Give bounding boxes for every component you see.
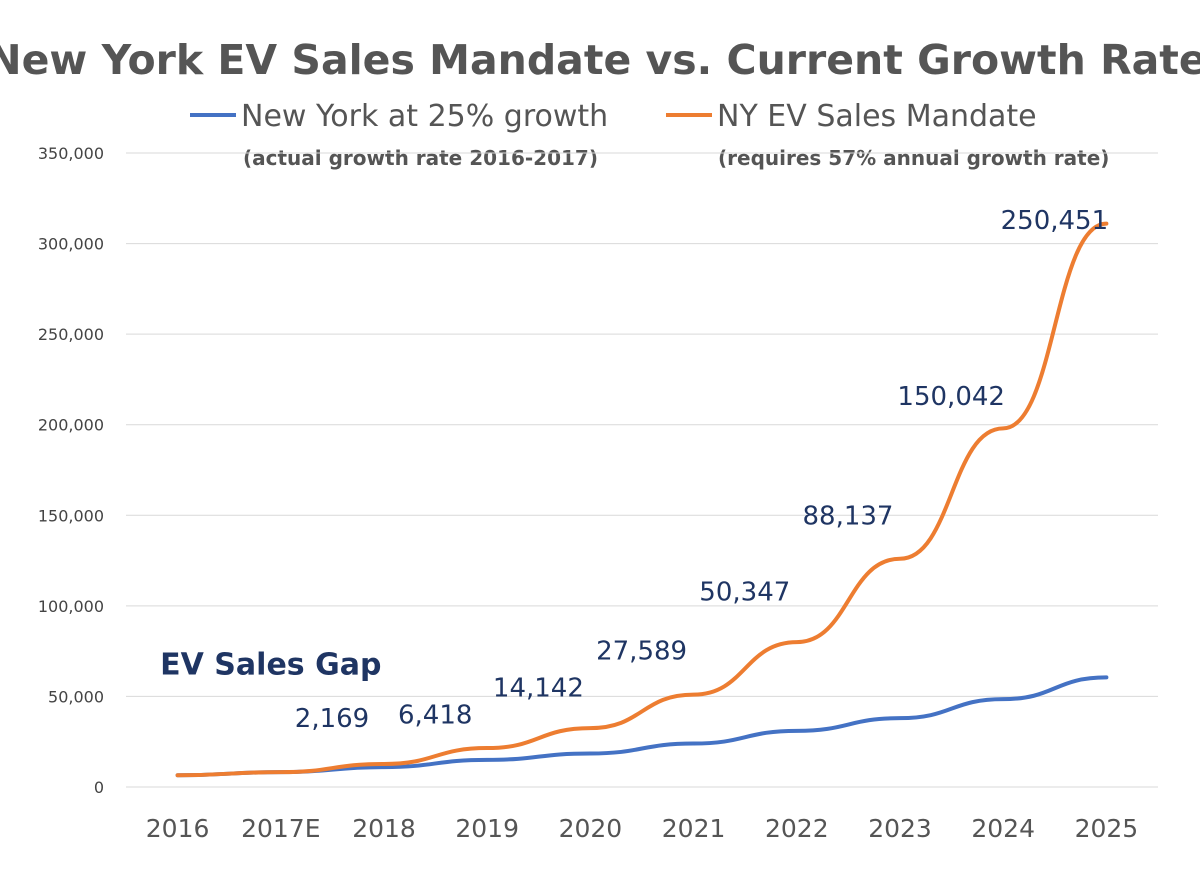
- x-tick-label: 2020: [559, 814, 623, 843]
- x-tick-label: 2019: [455, 814, 519, 843]
- chart-title: New York EV Sales Mandate vs. Current Gr…: [0, 36, 1200, 84]
- y-tick-label: 100,000: [38, 597, 104, 616]
- y-tick-label: 300,000: [38, 235, 104, 254]
- data-label: 14,142: [493, 673, 584, 703]
- grid-layer: [126, 152, 1158, 788]
- legend: New York at 25% growth (actual growth ra…: [190, 99, 1109, 170]
- y-tick-label: 50,000: [48, 687, 104, 706]
- data-label: 88,137: [803, 501, 894, 531]
- y-axis-ticks: 0 50,000 100,000 150,000 200,000 250,000 300,0…: [38, 144, 104, 797]
- legend-sublabel-ny-25-growth: (actual growth rate 2016-2017): [243, 146, 598, 170]
- data-label: 6,418: [398, 701, 472, 731]
- x-axis-ticks: 2016 2017E 2018 2019 2020 2021 2022 2023 2024 202…: [146, 814, 1138, 843]
- y-tick-label: 150,000: [38, 506, 104, 525]
- data-label: 250,451: [1001, 206, 1109, 236]
- series-layer: [175, 221, 1109, 778]
- legend-label-ny-mandate: NY EV Sales Mandate: [717, 99, 1037, 134]
- legend-label-ny-25-growth: New York at 25% growth: [241, 99, 608, 134]
- x-tick-label: 2016: [146, 814, 210, 843]
- annotation-ev-sales-gap: EV Sales Gap: [160, 648, 381, 683]
- data-label: 27,589: [596, 636, 687, 666]
- x-tick-label: 2024: [971, 814, 1035, 843]
- x-tick-label: 2022: [765, 814, 829, 843]
- x-tick-label: 2023: [868, 814, 932, 843]
- data-labels: 2,169 6,418 14,142 27,589 50,347 88,137 150,04…: [295, 206, 1108, 734]
- annotations: EV Sales Gap: [160, 648, 381, 683]
- x-tick-label: 2017E: [241, 814, 320, 843]
- data-label: 150,042: [897, 382, 1005, 412]
- x-tick-label: 2018: [352, 814, 416, 843]
- legend-sublabel-ny-mandate: (requires 57% annual growth rate): [718, 146, 1109, 170]
- x-tick-label: 2021: [662, 814, 726, 843]
- y-tick-label: 200,000: [38, 416, 104, 435]
- y-tick-label: 0: [94, 778, 104, 797]
- x-tick-label: 2025: [1075, 814, 1139, 843]
- data-label: 2,169: [295, 704, 369, 734]
- y-tick-label: 250,000: [38, 325, 104, 344]
- y-tick-label: 350,000: [38, 144, 104, 163]
- series-line-1: [175, 221, 1109, 778]
- data-label: 50,347: [699, 577, 790, 607]
